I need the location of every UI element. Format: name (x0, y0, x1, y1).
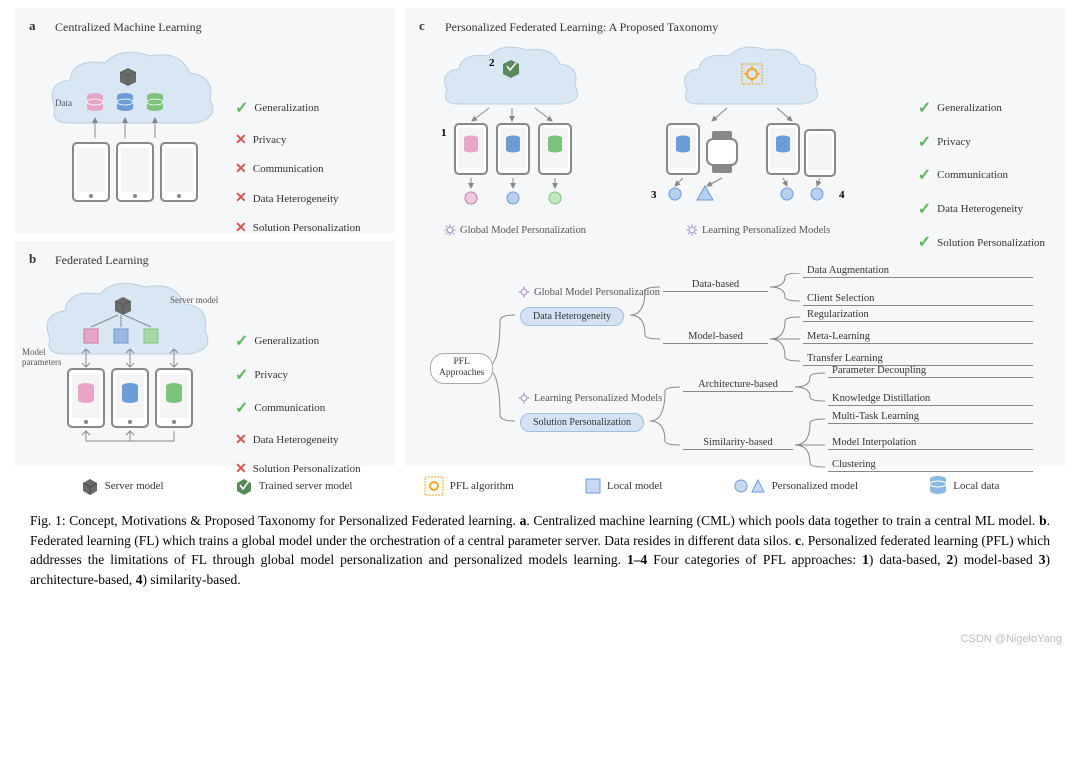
prop-priv: Privacy (253, 129, 287, 152)
legend-pfl-algo: PFL algorithm (424, 476, 514, 496)
panel-a-label: a (29, 18, 36, 34)
panel-a-properties: ✓Generalization ✕Privacy ✕Communication … (235, 92, 361, 243)
svg-text:3: 3 (651, 189, 657, 201)
node-data-based: Data-based (663, 279, 768, 292)
prop-gen: Generalization (254, 97, 319, 120)
prop-sol: Solution Personalization (253, 217, 361, 240)
panel-a-diagram: Data (25, 38, 235, 228)
node-sim-based: Similarity-based (683, 437, 793, 450)
svg-text:2: 2 (489, 57, 495, 69)
panel-b-title: Federated Learning (55, 253, 381, 268)
panel-b: b Federated Learning Server model Modelp… (15, 241, 395, 466)
pill-personalization: Solution Personalization (520, 413, 644, 432)
panel-c: c Personalized Federated Learning: A Pro… (405, 8, 1065, 466)
prop-het: Data Heterogeneity (253, 188, 339, 211)
legend: Server model Trained server model PFL al… (15, 466, 1065, 506)
node-arch-based: Architecture-based (683, 379, 793, 392)
svg-text:1: 1 (441, 127, 447, 139)
legend-personalized-model: Personalized model (734, 478, 858, 494)
panel-b-diagram: Server model Modelparameters (20, 269, 235, 464)
panel-c-label: c (419, 18, 425, 34)
pill-heterogeneity: Data Heterogeneity (520, 307, 624, 326)
svg-text:Server model: Server model (170, 295, 219, 305)
panel-b-label: b (29, 251, 36, 267)
svg-text:Data: Data (55, 98, 72, 108)
watermark: CSDN @NigeloYang (961, 633, 1062, 645)
label-gmp: Global Model Personalization (443, 223, 586, 237)
legend-local-data: Local data (929, 476, 999, 496)
panel-a: a Centralized Machine Learning Data ✓Gen… (15, 8, 395, 233)
svg-text:parameters: parameters (22, 357, 62, 367)
prop-comm: Communication (253, 158, 324, 181)
tree-root: PFLApproaches (430, 353, 493, 384)
panel-b-properties: ✓Generalization ✓Privacy ✓Communication … (235, 325, 361, 485)
panel-c-properties: ✓Generalization ✓Privacy ✓Communication … (918, 92, 1045, 260)
node-model-based: Model-based (663, 331, 768, 344)
figure-caption: Fig. 1: Concept, Motivations & Proposed … (15, 506, 1065, 589)
legend-server-model: Server model (81, 477, 164, 495)
panel-c-title: Personalized Federated Learning: A Propo… (445, 20, 1051, 35)
panel-a-title: Centralized Machine Learning (55, 20, 381, 35)
legend-local-model: Local model (585, 478, 662, 494)
svg-text:4: 4 (839, 189, 845, 201)
svg-text:Model: Model (22, 347, 46, 357)
label-lpm: Learning Personalized Models (685, 223, 830, 237)
